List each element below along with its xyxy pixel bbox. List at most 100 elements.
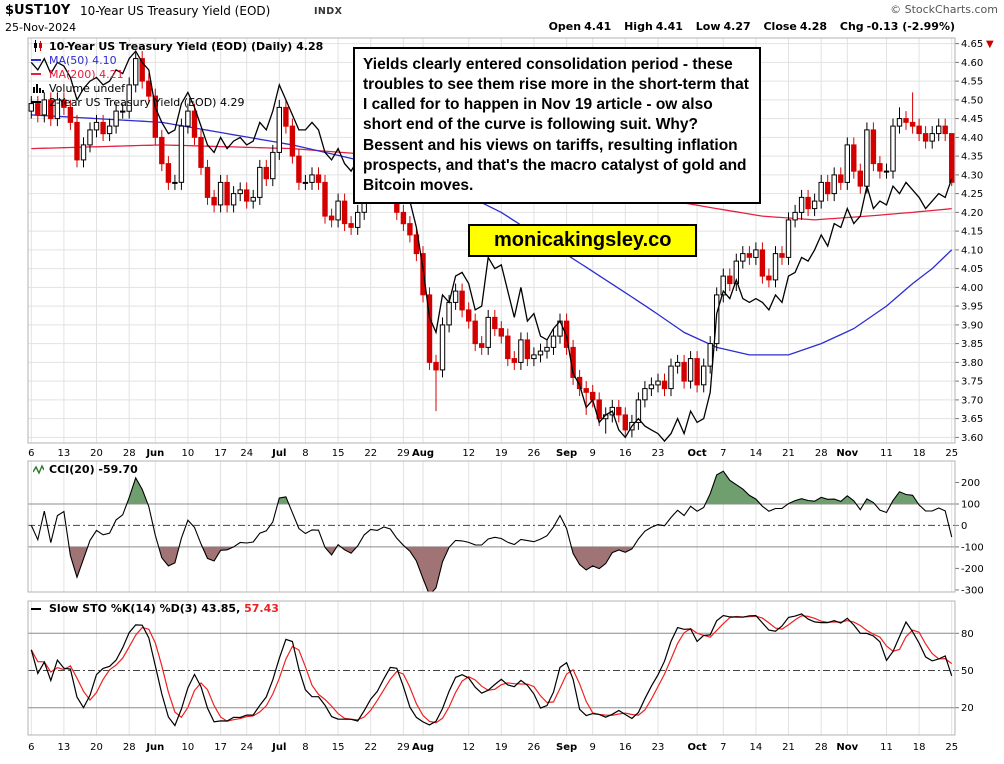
svg-text:-100: -100 bbox=[961, 542, 984, 553]
sto-legend: Slow STO %K(14) %D(3) 43.85, 57.43 bbox=[31, 602, 279, 615]
legend-ma50-label: MA(50) 4.10 bbox=[49, 53, 117, 67]
svg-text:3.75: 3.75 bbox=[961, 377, 983, 388]
ma50-line-swatch-icon bbox=[31, 59, 45, 61]
svg-text:12: 12 bbox=[462, 742, 475, 753]
svg-text:15: 15 bbox=[332, 742, 345, 753]
svg-text:Jun: Jun bbox=[145, 448, 164, 459]
svg-text:10: 10 bbox=[182, 742, 195, 753]
change-value: -0.13 (-2.99%) bbox=[866, 20, 955, 33]
svg-text:11: 11 bbox=[880, 448, 893, 459]
copyright: © StockCharts.com bbox=[890, 3, 998, 16]
svg-text:4.60: 4.60 bbox=[961, 58, 983, 69]
legend-us2y-label: 2-Year US Treasury Yield (EOD) 4.29 bbox=[49, 95, 245, 109]
svg-text:17: 17 bbox=[214, 448, 227, 459]
ma200-line-swatch-icon bbox=[31, 73, 45, 75]
svg-text:-300: -300 bbox=[961, 585, 984, 596]
svg-text:9: 9 bbox=[590, 448, 596, 459]
us2y-line-swatch-icon bbox=[31, 101, 45, 103]
svg-text:20: 20 bbox=[961, 703, 974, 714]
svg-text:13: 13 bbox=[58, 742, 71, 753]
svg-text:21: 21 bbox=[782, 742, 795, 753]
svg-text:4.50: 4.50 bbox=[961, 95, 983, 106]
svg-text:3.60: 3.60 bbox=[961, 433, 983, 444]
legend-row-us2y: 2-Year US Treasury Yield (EOD) 4.29 bbox=[31, 95, 323, 109]
high-value: 4.41 bbox=[655, 20, 683, 33]
legend-ma200-label: MA(200) 4.21 bbox=[49, 67, 124, 81]
legend-volume-label: Volume undef bbox=[49, 81, 125, 95]
annotation-text: Yields clearly entered consolidation per… bbox=[363, 56, 749, 194]
svg-text:3.65: 3.65 bbox=[961, 414, 983, 425]
svg-text:25: 25 bbox=[945, 742, 958, 753]
svg-text:14: 14 bbox=[750, 742, 763, 753]
svg-text:19: 19 bbox=[495, 742, 508, 753]
svg-text:21: 21 bbox=[782, 448, 795, 459]
legend-row-volume: Volume undef bbox=[31, 81, 323, 95]
svg-text:18: 18 bbox=[913, 742, 926, 753]
svg-text:Nov: Nov bbox=[836, 742, 858, 753]
svg-text:28: 28 bbox=[123, 448, 136, 459]
svg-text:23: 23 bbox=[652, 742, 665, 753]
cci-legend-label: CCI(20) -59.70 bbox=[49, 463, 138, 476]
svg-text:28: 28 bbox=[123, 742, 136, 753]
open-value: 4.41 bbox=[584, 20, 612, 33]
legend-row-main-series: 10-Year US Treasury Yield (EOD) (Daily) … bbox=[31, 39, 323, 53]
svg-text:4.40: 4.40 bbox=[961, 133, 983, 144]
svg-text:6: 6 bbox=[28, 742, 34, 753]
svg-text:4.20: 4.20 bbox=[961, 208, 983, 219]
page-title: 10-Year US Treasury Yield (EOD) bbox=[80, 4, 271, 18]
svg-text:3.90: 3.90 bbox=[961, 320, 983, 331]
exchange-label: INDX bbox=[314, 6, 343, 17]
svg-text:23: 23 bbox=[652, 448, 665, 459]
svg-text:Aug: Aug bbox=[412, 448, 434, 459]
svg-text:200: 200 bbox=[961, 478, 980, 489]
high-label: High bbox=[624, 20, 653, 33]
chart-date: 25-Nov-2024 bbox=[5, 21, 77, 34]
svg-text:80: 80 bbox=[961, 629, 974, 640]
svg-text:28: 28 bbox=[815, 448, 828, 459]
legend-row-ma50: MA(50) 4.10 bbox=[31, 53, 323, 67]
cci-legend: CCI(20) -59.70 bbox=[31, 463, 138, 476]
svg-text:Jul: Jul bbox=[271, 742, 286, 753]
svg-text:4.10: 4.10 bbox=[961, 245, 983, 256]
change-label: Chg bbox=[839, 20, 864, 33]
svg-text:7: 7 bbox=[720, 448, 726, 459]
svg-text:4.30: 4.30 bbox=[961, 170, 983, 181]
svg-text:12: 12 bbox=[462, 448, 475, 459]
svg-text:22: 22 bbox=[364, 742, 377, 753]
svg-text:20: 20 bbox=[90, 448, 103, 459]
svg-text:9: 9 bbox=[590, 742, 596, 753]
sto-d-value: 57.43 bbox=[244, 602, 279, 615]
svg-text:100: 100 bbox=[961, 500, 980, 511]
svg-text:29: 29 bbox=[397, 742, 410, 753]
cci-chart-icon bbox=[31, 464, 45, 475]
symbol: $UST10Y bbox=[5, 3, 71, 18]
candlestick-icon bbox=[31, 40, 45, 52]
svg-text:3.95: 3.95 bbox=[961, 302, 983, 313]
close-label: Close bbox=[763, 20, 797, 33]
svg-text:10: 10 bbox=[182, 448, 195, 459]
svg-text:4.00: 4.00 bbox=[961, 283, 983, 294]
svg-text:25: 25 bbox=[945, 448, 958, 459]
histogram-icon bbox=[31, 83, 45, 93]
svg-text:Oct: Oct bbox=[687, 448, 706, 459]
svg-text:0: 0 bbox=[961, 521, 967, 532]
svg-text:3.80: 3.80 bbox=[961, 358, 983, 369]
low-value: 4.27 bbox=[723, 20, 751, 33]
svg-text:20: 20 bbox=[90, 742, 103, 753]
svg-text:7: 7 bbox=[720, 742, 726, 753]
svg-text:18: 18 bbox=[913, 448, 926, 459]
annotation-box: Yields clearly entered consolidation per… bbox=[353, 47, 761, 204]
svg-text:26: 26 bbox=[528, 448, 541, 459]
svg-text:Oct: Oct bbox=[687, 742, 706, 753]
low-label: Low bbox=[695, 20, 721, 33]
svg-text:26: 26 bbox=[528, 742, 541, 753]
svg-text:8: 8 bbox=[302, 448, 308, 459]
svg-text:8: 8 bbox=[302, 742, 308, 753]
svg-text:Jun: Jun bbox=[145, 742, 164, 753]
svg-text:Jul: Jul bbox=[271, 448, 286, 459]
svg-text:6: 6 bbox=[28, 448, 34, 459]
svg-text:4.45: 4.45 bbox=[961, 114, 983, 125]
svg-text:17: 17 bbox=[214, 742, 227, 753]
